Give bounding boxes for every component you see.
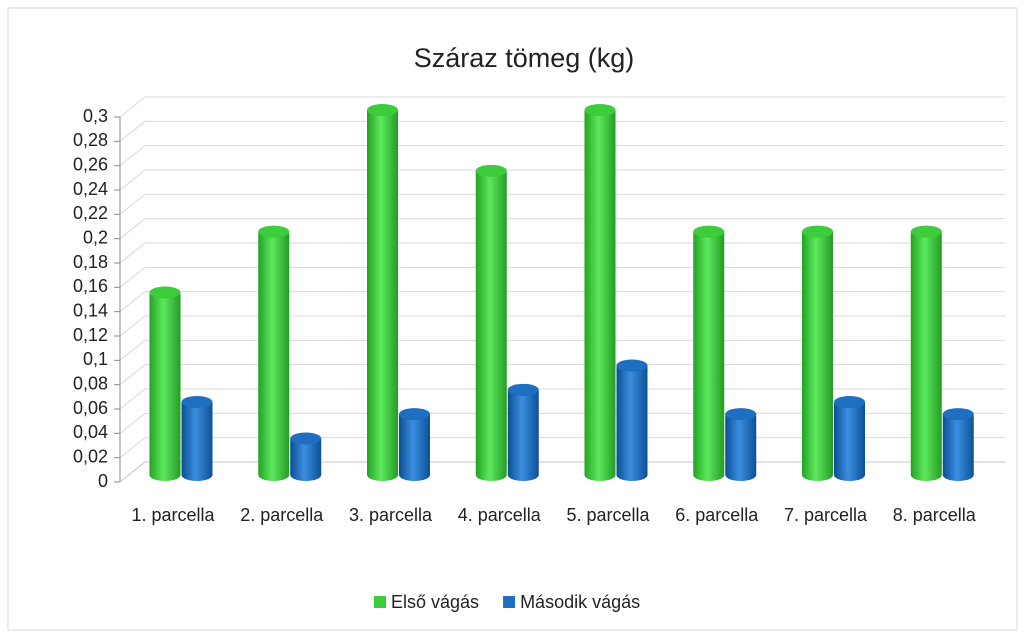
bar	[584, 110, 616, 482]
bar	[507, 389, 539, 482]
grid-line	[119, 96, 1005, 118]
bar	[616, 365, 648, 482]
x-tick-label: 3. parcella	[348, 505, 433, 525]
floor	[119, 461, 1005, 483]
bar	[181, 402, 213, 482]
y-tick-label: 0,16	[73, 276, 108, 296]
bar-top	[584, 104, 616, 116]
bar-top	[942, 408, 974, 421]
bar-top	[616, 359, 648, 372]
y-tick-label: 0,26	[73, 154, 108, 174]
y-tick-label: 0,28	[73, 130, 108, 150]
grid-line	[119, 364, 1005, 386]
bar-top	[834, 396, 865, 408]
y-tick-label: 0,18	[73, 252, 108, 272]
chart-frame	[7, 7, 1018, 631]
grid-line	[119, 266, 1005, 288]
x-tick-label: 1. parcella	[131, 505, 215, 525]
legend-swatch	[503, 596, 516, 608]
grid-line	[119, 412, 1005, 434]
bar	[475, 170, 507, 481]
y-tick-label: 0,24	[73, 179, 108, 199]
bar-top	[802, 225, 833, 238]
y-tick-label: 0	[98, 471, 108, 491]
bar-top	[367, 104, 398, 116]
y-tick-label: 0,3	[83, 106, 108, 126]
grid-line	[119, 291, 1005, 313]
grid-line	[119, 193, 1005, 215]
bar-top	[693, 225, 725, 238]
y-tick-label: 0,02	[73, 446, 108, 466]
bar	[802, 231, 833, 482]
x-tick-label: 2. parcella	[240, 505, 324, 525]
x-tick-label: 5. parcella	[566, 505, 650, 525]
bar-top	[181, 396, 213, 408]
bar	[942, 414, 974, 482]
bar	[367, 110, 398, 482]
chart-title: Száraz tömeg (kg)	[414, 43, 635, 73]
bar-top	[149, 286, 181, 299]
grid-line	[119, 388, 1005, 410]
bar	[149, 292, 181, 482]
y-tick-label: 0,08	[73, 373, 108, 393]
y-tick-label: 0,04	[73, 422, 108, 442]
bar-top	[258, 225, 290, 238]
bar	[834, 402, 865, 482]
grid-line	[119, 461, 1005, 483]
grid-line	[119, 169, 1005, 191]
bar	[399, 414, 430, 482]
x-tick-label: 8. parcella	[892, 505, 976, 525]
bar-top	[290, 432, 322, 445]
grid-line	[119, 339, 1005, 361]
bar	[258, 231, 290, 482]
legend-label: Első vágás	[391, 592, 479, 612]
grid-line	[119, 120, 1005, 142]
bar-top	[475, 164, 507, 177]
bar-top	[399, 408, 430, 421]
bar	[290, 438, 322, 482]
x-tick-label: 4. parcella	[457, 505, 541, 525]
y-tick-label: 0,06	[73, 398, 108, 418]
y-tick-label: 0,14	[73, 300, 108, 320]
grid-line	[119, 242, 1005, 264]
y-tick-label: 0,1	[83, 349, 108, 369]
grid-line	[119, 437, 1005, 459]
bar	[693, 231, 725, 482]
y-tick-label: 0,2	[83, 227, 108, 247]
grid-line	[119, 145, 1005, 167]
grid-line	[119, 315, 1005, 337]
legend-swatch	[374, 596, 386, 608]
bar	[910, 231, 942, 482]
grid-line	[119, 218, 1005, 240]
bar-top	[910, 225, 942, 238]
x-tick-label: 7. parcella	[783, 505, 868, 525]
bar-top	[507, 383, 539, 396]
y-tick-label: 0,22	[73, 203, 108, 223]
bar-top	[725, 408, 757, 421]
x-tick-label: 6. parcella	[675, 505, 759, 525]
legend-label: Második vágás	[520, 592, 640, 612]
bar	[725, 414, 757, 482]
y-tick-label: 0,12	[73, 325, 108, 345]
